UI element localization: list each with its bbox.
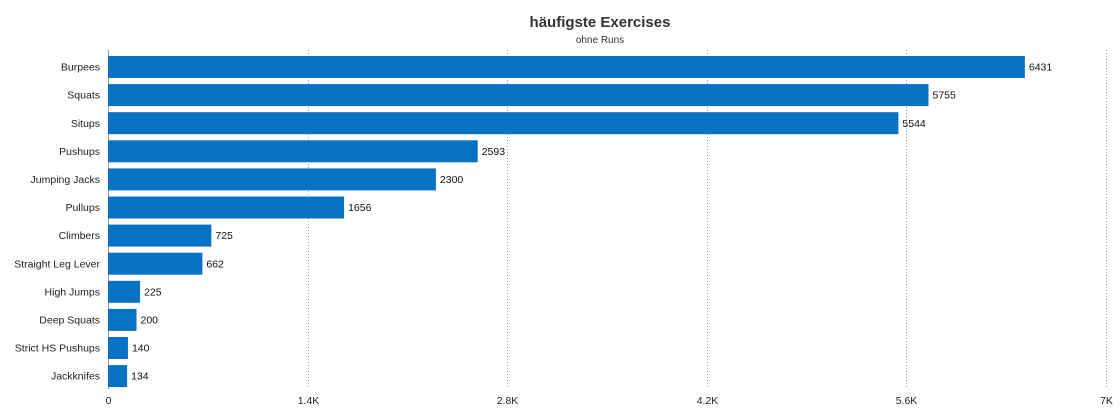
x-tick-label: 0 bbox=[106, 395, 112, 407]
bar[interactable] bbox=[108, 196, 345, 219]
category-label: Jackknifes bbox=[51, 371, 100, 383]
value-label: 134 bbox=[131, 371, 149, 383]
value-label: 5755 bbox=[932, 90, 956, 102]
bar[interactable] bbox=[108, 224, 212, 247]
x-tick-label: 7K bbox=[1100, 395, 1113, 407]
value-label: 200 bbox=[141, 315, 159, 327]
bars bbox=[108, 56, 1025, 388]
value-label: 5544 bbox=[902, 118, 926, 130]
x-axis-ticks: 0 1.4K 2.8K 4.2K 5.6K 7K bbox=[106, 395, 1113, 407]
value-labels: 6431 5755 5544 2593 2300 1656 725 662 225 200 140 1… bbox=[131, 62, 1052, 383]
bar[interactable] bbox=[108, 308, 137, 331]
x-tick-label: 5.6K bbox=[896, 395, 918, 407]
value-label: 1656 bbox=[348, 202, 372, 214]
value-label: 2300 bbox=[440, 174, 464, 186]
bar[interactable] bbox=[108, 337, 128, 359]
category-label: Pushups bbox=[59, 146, 100, 158]
bar[interactable] bbox=[108, 365, 128, 388]
grid-lines bbox=[108, 50, 1107, 389]
category-labels: Burpees Squats Situps Pushups Jumping Jacks P… bbox=[14, 62, 100, 383]
value-label: 2593 bbox=[482, 146, 506, 158]
value-label: 6431 bbox=[1029, 62, 1053, 74]
value-label: 225 bbox=[144, 286, 162, 298]
category-label: High Jumps bbox=[45, 286, 100, 298]
category-label: Straight Leg Lever bbox=[14, 258, 100, 270]
bar[interactable] bbox=[108, 112, 899, 135]
chart-title: häufigste Exercises bbox=[530, 14, 671, 31]
category-label: Pullups bbox=[66, 202, 100, 214]
value-label: 140 bbox=[132, 343, 150, 355]
category-label: Strict HS Pushups bbox=[15, 343, 100, 355]
value-label: 725 bbox=[215, 230, 233, 242]
bar[interactable] bbox=[108, 252, 203, 275]
category-label: Burpees bbox=[61, 62, 100, 74]
bar[interactable] bbox=[108, 168, 436, 191]
bar[interactable] bbox=[108, 84, 929, 107]
category-label: Climbers bbox=[59, 230, 100, 242]
category-label: Deep Squats bbox=[39, 315, 100, 327]
chart-subtitle: ohne Runs bbox=[576, 35, 624, 46]
x-tick-label: 4.2K bbox=[697, 395, 719, 407]
x-tick-label: 1.4K bbox=[298, 395, 320, 407]
category-label: Situps bbox=[71, 118, 100, 130]
category-label: Jumping Jacks bbox=[31, 174, 100, 186]
category-label: Squats bbox=[67, 90, 100, 102]
x-tick-label: 2.8K bbox=[497, 395, 519, 407]
bar[interactable] bbox=[108, 280, 141, 303]
value-label: 662 bbox=[206, 258, 224, 270]
bar[interactable] bbox=[108, 140, 478, 163]
bar[interactable] bbox=[108, 56, 1025, 78]
